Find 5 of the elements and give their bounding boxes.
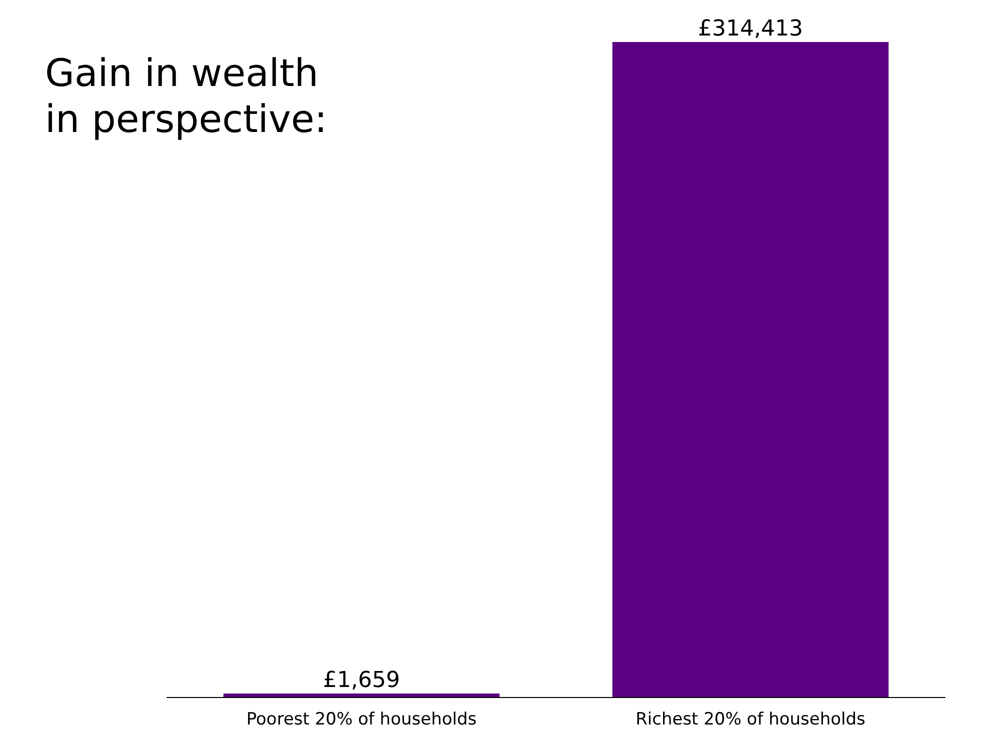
data-label: £314,413 [698, 16, 803, 42]
data-label: £1,659 [323, 668, 400, 694]
x-tick-label: Richest 20% of households [636, 710, 866, 730]
x-tick-label: Poorest 20% of households [246, 710, 477, 730]
text: Gain in wealth in perspective: [45, 51, 331, 141]
